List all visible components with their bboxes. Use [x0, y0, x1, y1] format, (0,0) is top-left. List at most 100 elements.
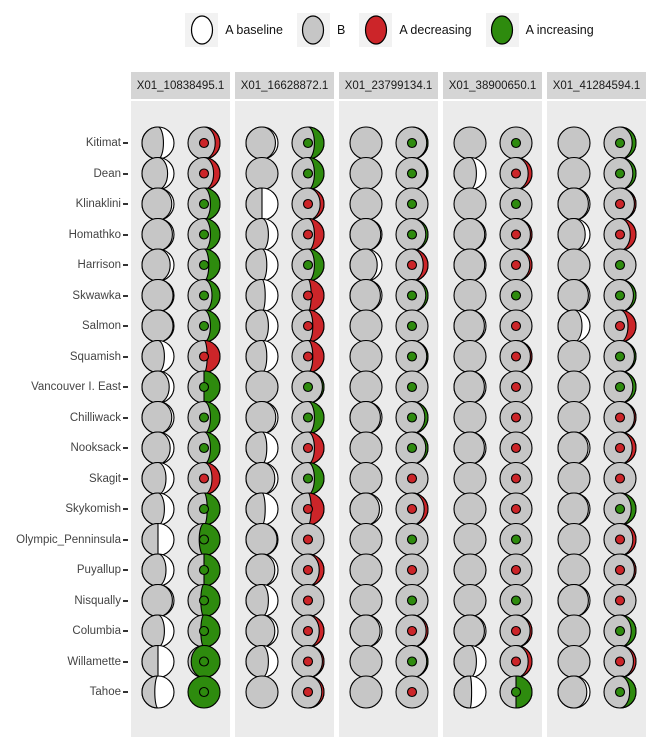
- b-fraction-moon: [453, 614, 485, 648]
- direction-dot-icon: [406, 259, 418, 271]
- direction-dot-icon: [510, 290, 522, 301]
- direction-dot-icon: [614, 656, 626, 667]
- axis-tick: [123, 599, 128, 602]
- direction-dot-icon: [198, 656, 210, 667]
- direction-dot-icon: [614, 259, 626, 271]
- moon-pair: [349, 644, 429, 679]
- baseline-moon: [349, 583, 383, 618]
- b-fraction-moon: [141, 400, 173, 435]
- direction-dot-icon: [302, 625, 314, 637]
- facet-strip-label: X01_38900650.1: [443, 72, 542, 99]
- direction-dot-icon: [406, 564, 418, 576]
- moon-pair: [245, 309, 325, 343]
- moon-pair: [453, 187, 533, 221]
- axis-tick: [123, 386, 128, 388]
- direction-dot-icon: [198, 259, 210, 271]
- moon-pair: [349, 187, 429, 221]
- moon-pair: [557, 492, 637, 526]
- b-fraction-moon: [453, 644, 477, 679]
- direction-dot-icon: [614, 290, 626, 301]
- direction-dot-icon: [406, 686, 418, 698]
- moon-pair: [453, 309, 533, 343]
- direction-dot-icon: [614, 686, 626, 698]
- row-label: Salmon: [82, 320, 121, 332]
- baseline-moon: [453, 400, 487, 435]
- b-fraction-moon: [245, 583, 269, 618]
- direction-dot-icon: [198, 686, 210, 698]
- axis-tick: [123, 477, 128, 480]
- b-fraction-moon: [141, 248, 171, 282]
- b-fraction-moon: [141, 461, 167, 496]
- baseline-moon: [557, 461, 591, 496]
- direction-dot-icon: [302, 381, 314, 393]
- direction-dot-icon: [510, 381, 522, 393]
- row-label: Olympic_Penninsula: [16, 533, 121, 546]
- b-fraction-moon: [141, 156, 169, 191]
- facet-strip-label: X01_41284594.1: [547, 72, 646, 99]
- direction-dot-icon: [302, 595, 314, 606]
- direction-dot-icon: [406, 168, 418, 179]
- moon-pair: [349, 431, 429, 465]
- moon-pair: [557, 461, 637, 496]
- moon-pair: [245, 339, 325, 374]
- b-fraction-moon: [141, 522, 159, 557]
- baseline-moon: [453, 126, 487, 160]
- moon-pair: [141, 309, 221, 343]
- direction-dot-icon: [302, 198, 314, 210]
- b-fraction-moon: [245, 309, 269, 343]
- direction-dot-icon: [302, 351, 314, 362]
- moon-pair: [141, 400, 221, 435]
- b-fraction-moon: [141, 278, 174, 313]
- baseline-moon: [349, 431, 383, 465]
- direction-dot-icon: [198, 564, 210, 576]
- moon-pair: [349, 217, 429, 252]
- direction-dot-icon: [302, 412, 314, 423]
- axis-tick: [123, 538, 128, 541]
- direction-dot-icon: [510, 137, 522, 149]
- moon-pair: [349, 370, 429, 404]
- direction-dot-icon: [198, 625, 210, 637]
- baseline-moon: [349, 522, 383, 557]
- moon-pair: [349, 278, 429, 313]
- row-label: Skagit: [89, 472, 121, 485]
- b-fraction-moon: [245, 614, 276, 648]
- direction-dot-icon: [510, 595, 522, 606]
- b-fraction-moon: [349, 492, 380, 526]
- moon-pair: [349, 461, 429, 496]
- row-label: Skykomish: [65, 503, 121, 515]
- direction-dot-icon: [198, 137, 210, 149]
- baseline-moon: [453, 278, 487, 313]
- direction-dot-icon: [302, 137, 314, 149]
- facet-strip-label: X01_23799134.1: [339, 72, 438, 99]
- b-fraction-moon: [245, 522, 278, 557]
- moon-pair: [245, 461, 325, 496]
- direction-dot-icon: [510, 564, 522, 576]
- row-label: Harrison: [77, 259, 121, 271]
- direction-dot-icon: [406, 503, 418, 515]
- facet-strip-label: X01_10838495.1: [131, 72, 230, 99]
- b-fraction-moon: [557, 187, 589, 221]
- direction-dot-icon: [614, 564, 626, 576]
- moon-pair: [349, 156, 429, 191]
- moon-pair: [245, 126, 325, 160]
- baseline-moon: [557, 400, 591, 435]
- increasing-moon-icon: [490, 15, 514, 45]
- moon-pair: [245, 553, 325, 587]
- baseline-moon: [453, 461, 487, 496]
- legend-item-b: B: [296, 13, 345, 47]
- legend-item-a-increasing: A increasing: [485, 13, 594, 47]
- direction-dot-icon: [614, 320, 626, 332]
- direction-dot-icon: [302, 259, 314, 271]
- direction-dot-icon: [302, 473, 314, 484]
- direction-dot-icon: [406, 473, 418, 484]
- baseline-moon: [349, 461, 383, 496]
- moon-pair: [141, 431, 221, 465]
- axis-tick: [123, 630, 128, 632]
- moon-pair: [453, 553, 533, 587]
- b-fraction-moon: [557, 492, 589, 526]
- moon-pair: [245, 187, 325, 221]
- direction-dot-icon: [302, 686, 314, 698]
- moon-pair: [349, 339, 429, 374]
- axis-tick: [123, 142, 128, 144]
